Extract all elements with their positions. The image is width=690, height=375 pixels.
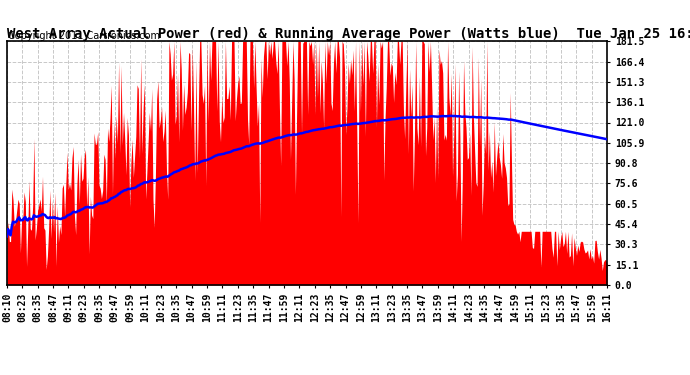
Text: West Array Actual Power (red) & Running Average Power (Watts blue)  Tue Jan 25 1: West Array Actual Power (red) & Running …: [7, 27, 690, 41]
Text: Copyright 2011 Cartronics.com: Copyright 2011 Cartronics.com: [8, 31, 159, 41]
